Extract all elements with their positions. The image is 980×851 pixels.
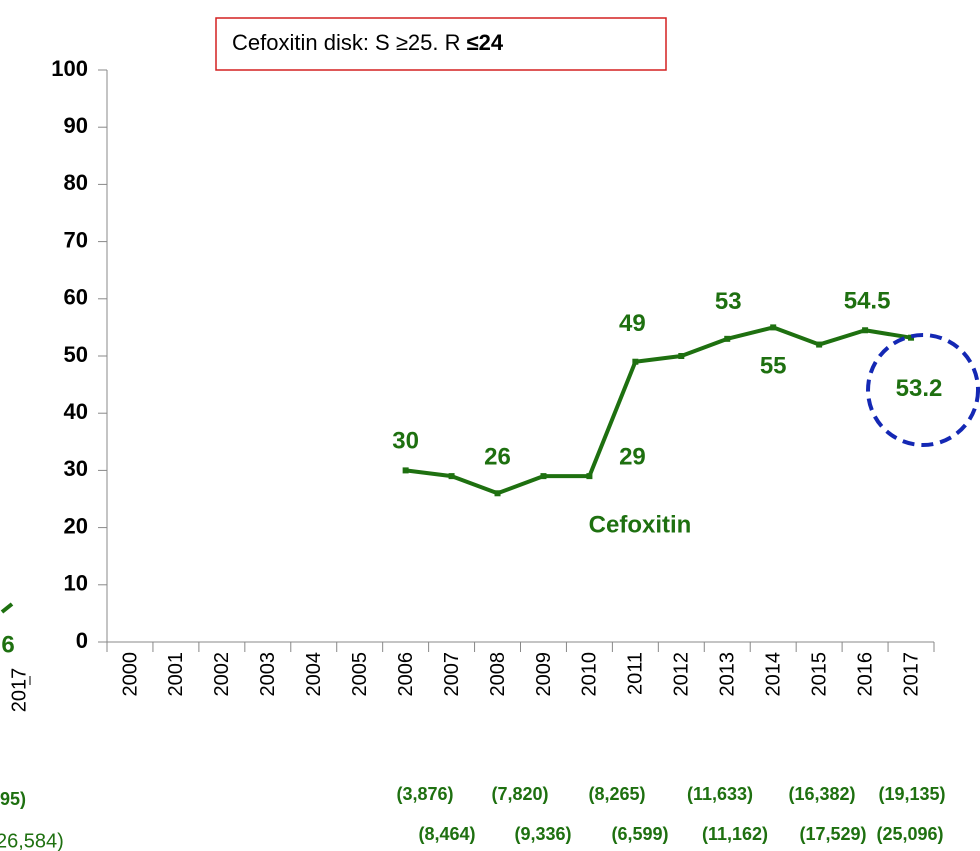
count-label: (8,265) bbox=[588, 784, 645, 804]
x-tick-label: 2000 bbox=[119, 652, 141, 697]
x-tick-label: 2017 bbox=[900, 652, 922, 697]
count-label: (11,633) bbox=[687, 784, 753, 804]
count-label: (3,876) bbox=[396, 784, 453, 804]
x-tick-label: 2003 bbox=[257, 652, 279, 697]
series-label: Cefoxitin bbox=[589, 511, 692, 538]
y-tick-label: 0 bbox=[76, 628, 88, 653]
point bbox=[862, 327, 869, 334]
point bbox=[448, 473, 455, 480]
point bbox=[586, 473, 593, 480]
data-label: 30 bbox=[392, 428, 419, 455]
count-label: (6,599) bbox=[611, 824, 668, 844]
x-tick-label: 2010 bbox=[579, 652, 601, 697]
point bbox=[632, 358, 639, 365]
data-label: 26 bbox=[484, 444, 511, 471]
x-tick-label: 2009 bbox=[533, 652, 555, 697]
y-tick-label: 100 bbox=[51, 56, 88, 81]
y-tick-label: 20 bbox=[64, 513, 88, 538]
y-tick-label: 60 bbox=[64, 285, 88, 310]
title-box bbox=[215, 17, 667, 71]
point bbox=[724, 335, 731, 342]
point bbox=[816, 341, 823, 348]
y-tick-label: 50 bbox=[64, 342, 88, 367]
data-label: 55 bbox=[760, 353, 787, 380]
title-bold: ≤24 bbox=[467, 30, 504, 55]
x-tick-label: 2014 bbox=[762, 652, 784, 697]
fragment: 26,584) bbox=[0, 830, 64, 851]
x-tick-label: 2001 bbox=[165, 652, 187, 697]
point bbox=[908, 334, 915, 341]
data-label: 29 bbox=[619, 443, 646, 470]
count-label: (11,162) bbox=[702, 824, 768, 844]
count-label: (16,382) bbox=[788, 784, 855, 804]
count-label: (17,529) bbox=[799, 824, 866, 844]
y-tick-label: 80 bbox=[64, 170, 88, 195]
point bbox=[402, 467, 409, 474]
series-line bbox=[405, 325, 912, 496]
y-tick-label: 90 bbox=[64, 113, 88, 138]
point bbox=[678, 353, 685, 359]
fragment-line bbox=[0, 602, 14, 614]
fragment: 95) bbox=[0, 789, 26, 809]
count-label: (7,820) bbox=[491, 784, 548, 804]
data-label: 49 bbox=[619, 310, 646, 337]
data-label: 53 bbox=[715, 288, 742, 315]
x-tick-label: 2012 bbox=[671, 652, 693, 697]
y-tick-label: 70 bbox=[64, 227, 88, 252]
x-tick-label: 2008 bbox=[487, 652, 509, 697]
count-label: (25,096) bbox=[876, 824, 943, 844]
point bbox=[770, 324, 777, 331]
x-tick-label: 2015 bbox=[808, 652, 830, 697]
data-label: 53.2 bbox=[896, 375, 943, 402]
fragment: 2017 bbox=[8, 668, 30, 713]
chart-title: Cefoxitin disk: S ≥25. R ≤24 bbox=[232, 30, 504, 55]
x-tick-label: 2006 bbox=[395, 652, 417, 697]
highlight-circle bbox=[866, 333, 980, 447]
y-tick-label: 10 bbox=[64, 571, 88, 596]
fragment: 6 bbox=[1, 631, 14, 658]
count-label: (8,464) bbox=[418, 824, 475, 844]
title-text: Cefoxitin disk: S ≥25. R bbox=[232, 30, 467, 55]
x-tick-label: 2016 bbox=[854, 652, 876, 697]
x-tick-label: 2013 bbox=[717, 652, 739, 697]
count-label: (19,135) bbox=[878, 784, 945, 804]
x-tick-label: 2002 bbox=[211, 652, 233, 697]
x-tick-label: 2007 bbox=[441, 652, 463, 697]
count-label: (9,336) bbox=[514, 824, 571, 844]
data-label: 54.5 bbox=[844, 288, 891, 315]
x-tick-label: 2011 bbox=[625, 652, 647, 695]
x-tick-label: 2005 bbox=[349, 652, 371, 697]
y-tick-label: 30 bbox=[64, 456, 88, 481]
point bbox=[494, 490, 501, 497]
y-tick-label: 40 bbox=[64, 399, 88, 424]
point bbox=[540, 473, 547, 480]
x-tick-label: 2004 bbox=[303, 652, 325, 697]
